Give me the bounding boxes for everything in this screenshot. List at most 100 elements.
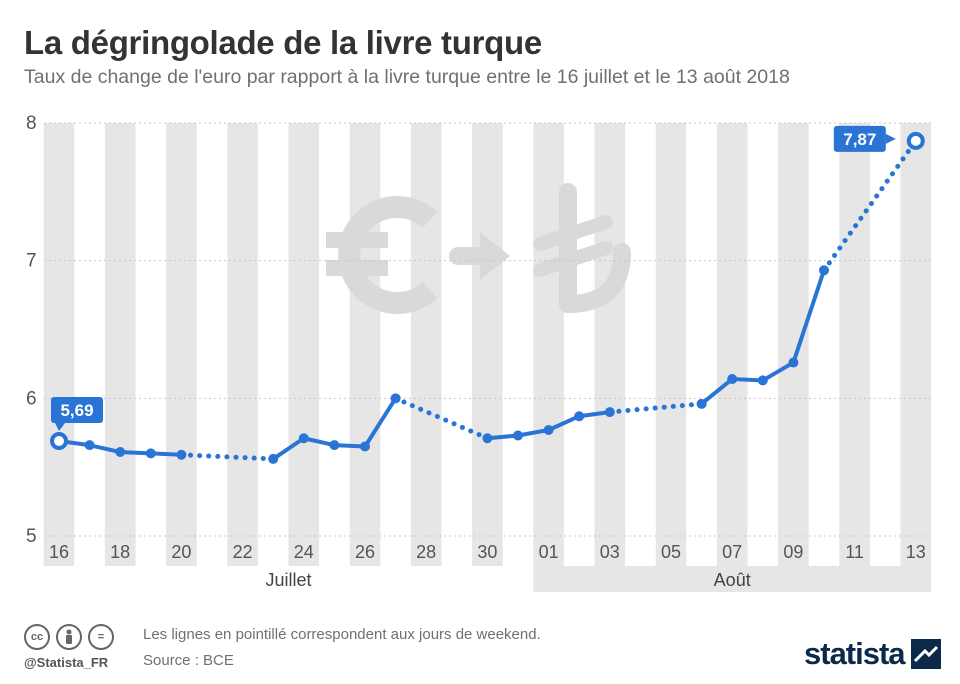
data-point-highlight bbox=[50, 432, 68, 451]
day-band bbox=[839, 123, 870, 566]
x-tick-label: 13 bbox=[906, 542, 926, 562]
line-segment bbox=[118, 450, 153, 456]
data-point bbox=[268, 453, 279, 464]
arrow-right-icon bbox=[449, 232, 510, 280]
x-tick-label: 09 bbox=[783, 542, 803, 562]
x-tick-label: 22 bbox=[233, 542, 253, 562]
line-segment bbox=[301, 436, 337, 448]
nd-icon: = bbox=[88, 624, 114, 650]
line-segment bbox=[699, 377, 735, 406]
weekend-dotted-segment bbox=[607, 401, 705, 415]
twitter-handle: @Statista_FR bbox=[24, 655, 109, 670]
data-point bbox=[513, 430, 523, 441]
y-tick-label: 7 bbox=[26, 251, 37, 272]
value-callout-pointer bbox=[885, 133, 896, 144]
data-point bbox=[329, 440, 340, 451]
line-segment bbox=[730, 377, 765, 383]
data-point bbox=[788, 357, 799, 368]
value-callout-label: 7,87 bbox=[843, 130, 876, 149]
line-segment bbox=[791, 268, 826, 365]
line-segment bbox=[87, 443, 123, 455]
data-point bbox=[543, 424, 554, 435]
day-band bbox=[533, 123, 564, 566]
day-band bbox=[43, 123, 75, 566]
month-band-aout bbox=[533, 566, 932, 592]
line-segment bbox=[760, 360, 796, 383]
weekend-dotted-segment bbox=[393, 395, 490, 441]
x-tick-label: 11 bbox=[845, 542, 864, 562]
x-tick-label: 28 bbox=[416, 542, 436, 562]
line-segment bbox=[332, 443, 367, 449]
value-callout-box bbox=[833, 125, 886, 152]
value-callout-pointer bbox=[55, 423, 65, 432]
y-tick-label: 8 bbox=[26, 113, 37, 134]
day-band bbox=[594, 123, 626, 566]
data-point bbox=[145, 448, 156, 459]
day-band bbox=[288, 123, 320, 566]
x-tick-label: 07 bbox=[722, 542, 742, 562]
by-icon bbox=[56, 624, 82, 650]
data-point bbox=[819, 265, 829, 276]
x-tick-label: 20 bbox=[171, 542, 191, 562]
data-point bbox=[574, 411, 585, 422]
footnote: Les lignes en pointillé correspondent au… bbox=[143, 626, 541, 643]
data-point bbox=[115, 447, 126, 458]
line-segment bbox=[516, 427, 551, 438]
x-tick-label: 18 bbox=[110, 542, 130, 562]
chart-subtitle: Taux de change de l'euro par rapport à l… bbox=[24, 66, 790, 88]
month-label: Août bbox=[714, 570, 751, 590]
x-tick-label: 16 bbox=[49, 542, 69, 562]
data-point bbox=[727, 374, 738, 385]
data-point bbox=[482, 433, 493, 444]
chart-title: La dégringolade de la livre turque bbox=[24, 24, 542, 61]
line-segment bbox=[363, 396, 398, 449]
day-band bbox=[655, 123, 687, 566]
data-point bbox=[298, 433, 309, 444]
day-band bbox=[227, 123, 258, 566]
lira-icon bbox=[533, 183, 631, 313]
statista-logo[interactable]: statista bbox=[804, 636, 941, 672]
brand-name: statista bbox=[804, 636, 906, 671]
day-band bbox=[472, 123, 503, 566]
day-band bbox=[104, 123, 136, 566]
data-point bbox=[604, 407, 615, 418]
line-chart: 5 6 7 8 16 18 20 22 24 26 28 30 01 03 05 07 09 11 13 Juil… bbox=[26, 113, 932, 592]
line-segment bbox=[546, 414, 582, 432]
day-band bbox=[900, 123, 932, 566]
line-segment bbox=[148, 451, 184, 457]
data-point bbox=[757, 375, 768, 386]
y-tick-label: 5 bbox=[26, 526, 37, 547]
x-tick-label: 05 bbox=[661, 542, 681, 562]
data-point bbox=[390, 393, 401, 404]
data-point bbox=[696, 398, 707, 409]
month-label: Juillet bbox=[265, 570, 311, 590]
x-tick-label: 30 bbox=[477, 542, 497, 562]
source-text: Source : BCE bbox=[143, 652, 234, 669]
value-callout-label: 5,69 bbox=[60, 401, 93, 420]
cc-icon: cc bbox=[24, 624, 50, 650]
x-tick-label: 03 bbox=[600, 542, 620, 562]
line-segment bbox=[577, 410, 612, 419]
weekend-dotted-segment bbox=[821, 138, 919, 273]
data-point bbox=[84, 440, 95, 451]
day-band bbox=[410, 123, 442, 566]
value-callout-box bbox=[51, 397, 103, 424]
x-tick-label: 01 bbox=[539, 542, 559, 562]
data-point bbox=[176, 449, 187, 460]
day-band bbox=[778, 123, 809, 566]
weekend-dotted-segment bbox=[178, 452, 276, 462]
x-tick-label: 24 bbox=[294, 542, 314, 562]
day-band bbox=[166, 123, 197, 566]
day-band bbox=[349, 123, 381, 566]
euro-to-lira-watermark bbox=[326, 183, 631, 314]
brand-mark-icon bbox=[910, 639, 941, 669]
x-tick-label: 26 bbox=[355, 542, 375, 562]
euro-icon bbox=[326, 196, 438, 314]
license-icons: cc = bbox=[24, 624, 114, 650]
y-tick-label: 6 bbox=[26, 388, 37, 409]
day-band bbox=[716, 123, 748, 566]
data-point bbox=[360, 441, 370, 452]
line-segment bbox=[271, 436, 306, 461]
line-segment bbox=[485, 433, 520, 441]
data-point-highlight bbox=[906, 131, 925, 150]
